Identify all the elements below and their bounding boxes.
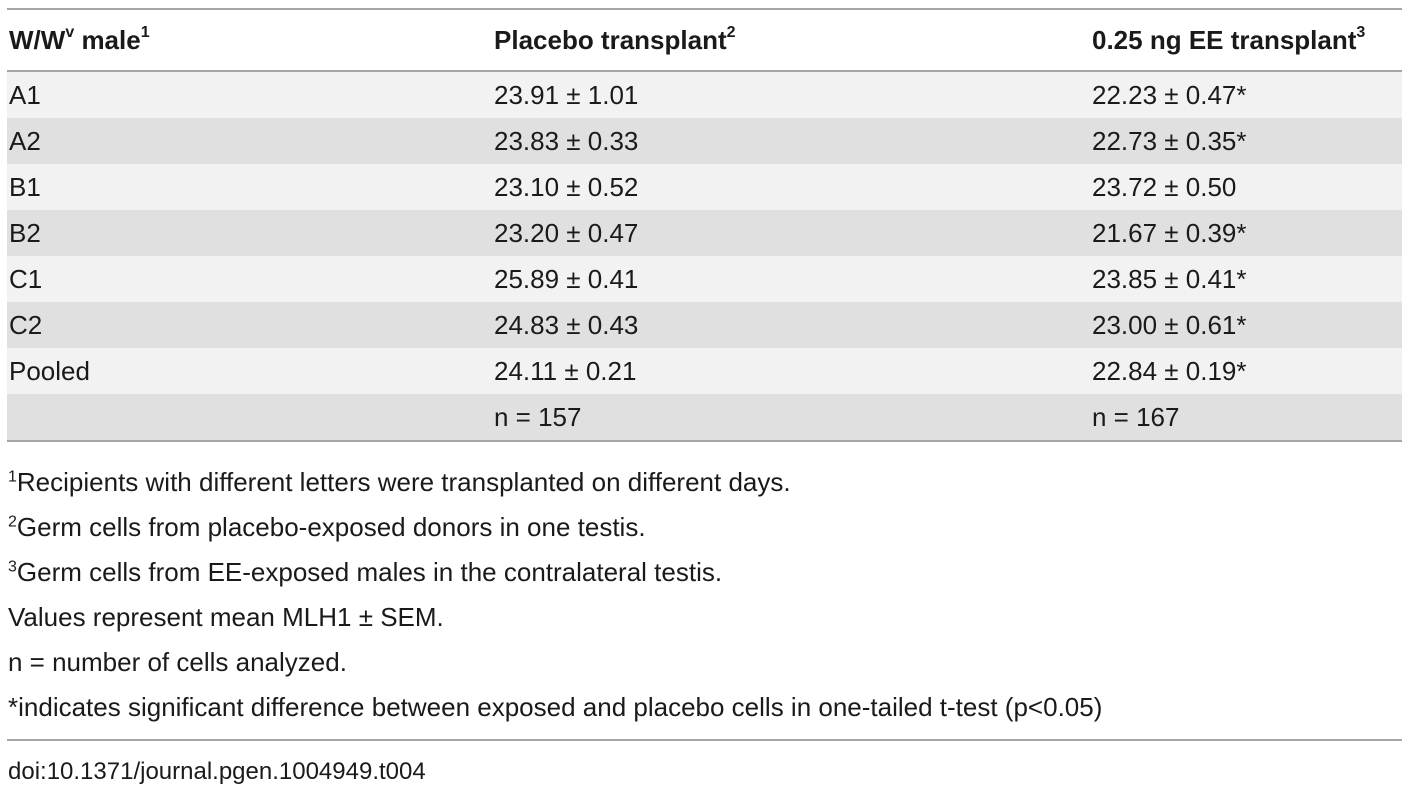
placebo-value: 23.10 ± 0.52 — [494, 171, 639, 202]
ee-value: 22.84 ± 0.19* — [1092, 355, 1247, 386]
row-label — [7, 394, 492, 441]
table-body: A1 23.91 ± 1.01 22.23 ± 0.47* A2 23.83 ±… — [7, 71, 1402, 441]
ee-value: 22.73 ± 0.35* — [1092, 125, 1247, 156]
ee-count: n = 167 — [1092, 401, 1180, 432]
row-label: B2 — [9, 217, 41, 248]
ee-value: 23.00 ± 0.61* — [1092, 309, 1247, 340]
placebo-count: n = 157 — [494, 401, 582, 432]
placebo-value: 24.11 ± 0.21 — [494, 355, 637, 386]
table-header-row: W/Wv male1 Placebo transplant2 0.25 ng E… — [7, 9, 1402, 71]
placebo-value: 23.83 ± 0.33 — [494, 125, 639, 156]
row-label: C1 — [9, 263, 43, 294]
placebo-value: 24.83 ± 0.43 — [494, 309, 639, 340]
header-ee: 0.25 ng EE transplant3 — [1092, 23, 1366, 55]
footnote: 2Germ cells from placebo-exposed donors … — [8, 512, 646, 542]
header-genotype: W/Wv male1 — [9, 23, 150, 55]
table-row: B2 23.20 ± 0.47 21.67 ± 0.39* — [7, 210, 1402, 256]
doi-link[interactable]: doi:10.1371/journal.pgen.1004949.t004 — [8, 758, 426, 785]
placebo-value: 23.20 ± 0.47 — [494, 217, 639, 248]
table-footnotes: 1Recipients with different letters were … — [8, 466, 1398, 736]
ee-value: 22.23 ± 0.47* — [1092, 79, 1247, 110]
table-row: Pooled 24.11 ± 0.21 22.84 ± 0.19* — [7, 348, 1402, 394]
table-row: C1 25.89 ± 0.41 23.85 ± 0.41* — [7, 256, 1402, 302]
table-row-counts: n = 157 n = 167 — [7, 394, 1402, 441]
mlh1-table: W/Wv male1 Placebo transplant2 0.25 ng E… — [7, 8, 1402, 442]
header-placebo: Placebo transplant2 — [494, 23, 736, 55]
placebo-value: 23.91 ± 1.01 — [494, 79, 639, 110]
footnote: Values represent mean MLH1 ± SEM. — [8, 602, 444, 632]
row-label: Pooled — [9, 355, 90, 386]
ee-value: 23.85 ± 0.41* — [1092, 263, 1247, 294]
placebo-value: 25.89 ± 0.41 — [494, 263, 639, 294]
footnote: *indicates significant difference betwee… — [8, 692, 1103, 722]
row-label: A2 — [9, 125, 41, 156]
table-row: B1 23.10 ± 0.52 23.72 ± 0.50 — [7, 164, 1402, 210]
ee-value: 21.67 ± 0.39* — [1092, 217, 1247, 248]
row-label: A1 — [9, 79, 41, 110]
table-row: A2 23.83 ± 0.33 22.73 ± 0.35* — [7, 118, 1402, 164]
table-row: C2 24.83 ± 0.43 23.00 ± 0.61* — [7, 302, 1402, 348]
footnote: n = number of cells analyzed. — [8, 647, 347, 677]
bottom-divider — [7, 739, 1402, 741]
ee-value: 23.72 ± 0.50 — [1092, 171, 1237, 202]
row-label: B1 — [9, 171, 41, 202]
table-row: A1 23.91 ± 1.01 22.23 ± 0.47* — [7, 71, 1402, 118]
data-table-container: W/Wv male1 Placebo transplant2 0.25 ng E… — [7, 8, 1402, 442]
footnote: 3Germ cells from EE-exposed males in the… — [8, 557, 723, 587]
footnote: 1Recipients with different letters were … — [8, 467, 791, 497]
row-label: C2 — [9, 309, 43, 340]
